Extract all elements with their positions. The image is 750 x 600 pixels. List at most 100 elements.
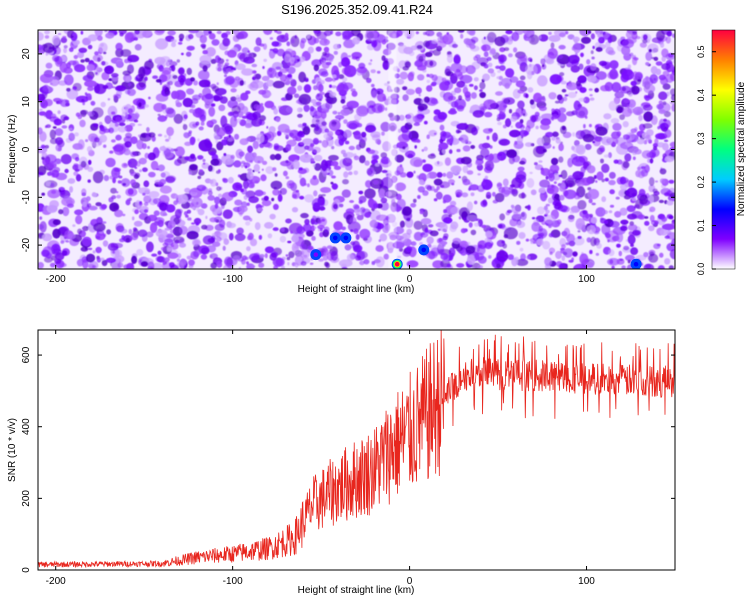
heatmap-speckle: [130, 151, 137, 157]
heatmap-speckle: [419, 210, 424, 215]
heatmap-speckle: [519, 75, 526, 81]
heatmap-speckle: [207, 238, 216, 243]
heatmap-speckle: [421, 149, 425, 152]
heatmap-speckle: [462, 165, 469, 174]
heatmap-speckle: [427, 171, 438, 179]
heatmap-speckle: [197, 155, 204, 160]
heatmap-speckle: [87, 179, 91, 183]
heatmap-speckle: [91, 107, 104, 118]
heatmap-speckle: [178, 67, 185, 75]
heatmap-speckle: [101, 259, 108, 267]
heatmap-speckle: [134, 30, 140, 35]
heatmap-speckle: [81, 227, 85, 230]
heatmap-speckle: [318, 258, 324, 262]
heatmap-speckle: [657, 126, 661, 130]
heatmap-speckle: [121, 111, 128, 120]
heatmap-speckle: [125, 76, 131, 83]
heatmap-speckle: [596, 242, 602, 249]
heatmap-speckle: [69, 186, 74, 193]
heatmap-speckle: [547, 197, 553, 204]
heatmap-speckle: [441, 136, 445, 140]
heatmap-speckle: [483, 51, 489, 58]
heatmap-speckle: [658, 91, 668, 101]
heatmap-speckle: [68, 128, 73, 131]
heatmap-speckle: [52, 54, 60, 62]
heatmap-speckle: [587, 261, 594, 268]
heatmap-speckle: [157, 133, 163, 137]
heatmap-speckle: [609, 73, 614, 78]
heatmap-speckle: [214, 55, 221, 63]
heatmap-speckle: [609, 60, 619, 70]
heatmap-speckle: [509, 76, 519, 83]
heatmap-speckle: [462, 145, 471, 152]
heatmap-speckle: [217, 67, 222, 72]
heatmap-speckle: [458, 95, 463, 101]
heatmap-speckle: [240, 92, 249, 101]
heatmap-speckle: [324, 261, 329, 267]
heatmap-speckle: [449, 224, 457, 233]
heatmap-speckle: [365, 124, 377, 133]
heatmap-speckle: [198, 169, 204, 173]
heatmap-speckle: [627, 64, 632, 69]
heatmap-speckle: [405, 112, 415, 125]
heatmap-speckle: [347, 55, 352, 58]
heatmap-speckle: [653, 146, 658, 151]
heatmap-speckle: [630, 80, 637, 86]
heatmap-speckle: [232, 67, 237, 71]
heatmap-speckle: [414, 145, 418, 149]
heatmap-speckle: [92, 250, 96, 254]
heatmap-speckle: [603, 154, 610, 158]
heatmap-speckle: [402, 206, 412, 216]
heatmap-speckle: [295, 189, 300, 193]
heatmap-speckle: [462, 86, 469, 95]
heatmap-speckle: [134, 166, 138, 169]
heatmap-speckle: [428, 224, 434, 228]
heatmap-speckle: [610, 118, 620, 124]
heatmap-speckle: [237, 31, 248, 39]
heatmap-speckle: [74, 132, 79, 137]
heatmap-speckle: [273, 203, 279, 210]
heatmap-speckle: [165, 176, 176, 184]
heatmap-speckle: [196, 184, 207, 192]
heatmap-speckle: [573, 236, 585, 246]
heatmap-speckle: [525, 238, 530, 242]
heatmap-speckle: [160, 172, 166, 178]
heatmap-speckle: [287, 73, 293, 78]
heatmap-speckle: [111, 73, 119, 78]
heatmap-speckle: [561, 255, 566, 261]
heatmap-speckle: [177, 253, 182, 259]
heatmap-speckle: [272, 80, 285, 89]
heatmap-speckle: [90, 100, 96, 106]
heatmap-speckle: [133, 220, 143, 227]
heatmap-speckle: [557, 112, 567, 123]
heatmap-speckle: [162, 213, 168, 216]
heatmap-speckle: [506, 209, 513, 214]
heatmap-speckle: [542, 240, 551, 250]
heatmap-speckle: [47, 189, 61, 199]
heatmap-speckle: [461, 192, 469, 198]
heatmap-speckle: [570, 153, 578, 160]
heatmap-speckle: [519, 160, 526, 165]
heatmap-speckle: [312, 137, 319, 145]
heatmap-speckle: [438, 142, 449, 150]
heatmap-speckle: [369, 219, 378, 228]
heatmap-speckle: [86, 64, 95, 72]
heatmap-speckle: [496, 263, 501, 269]
heatmap-speckle: [417, 195, 421, 199]
heatmap-speckle: [190, 191, 198, 196]
heatmap-speckle: [121, 178, 131, 188]
heatmap-speckle: [351, 90, 358, 97]
heatmap-speckle: [159, 202, 168, 212]
heatmap-speckle: [574, 140, 580, 147]
heatmap-speckle: [642, 38, 648, 44]
heatmap-speckle: [604, 177, 609, 182]
heatmap-speckle: [364, 188, 376, 199]
heatmap-speckle: [435, 191, 443, 200]
heatmap-speckle: [155, 168, 160, 171]
heatmap-speckle: [261, 205, 264, 208]
heatmap-speckle: [486, 32, 497, 43]
heatmap-speckle: [579, 30, 591, 37]
heatmap-speckle: [105, 32, 115, 39]
heatmap-speckle: [497, 121, 502, 126]
heatmap-speckle: [178, 194, 188, 204]
